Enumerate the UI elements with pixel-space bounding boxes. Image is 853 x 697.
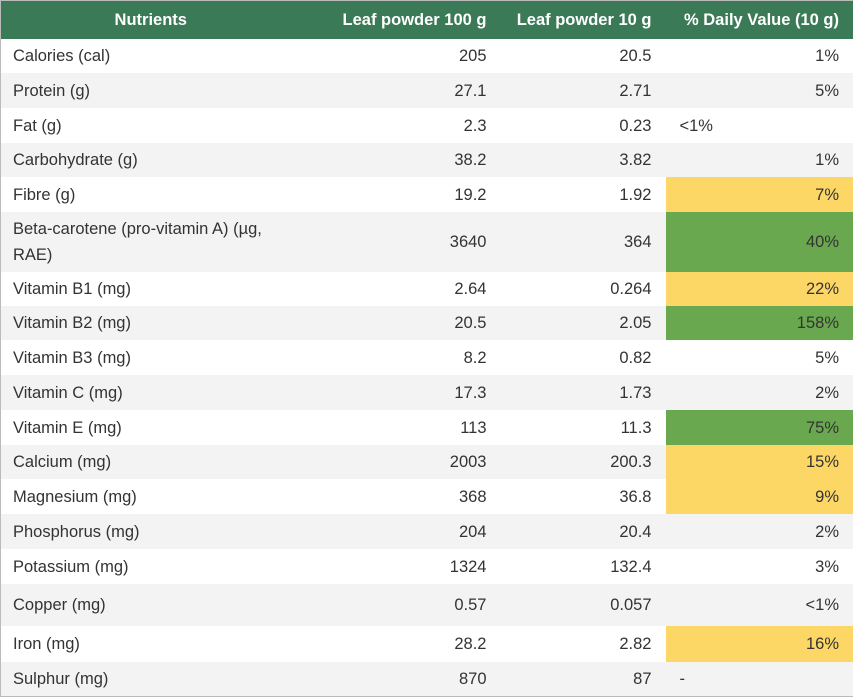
table-cell: 20.4 (501, 514, 666, 549)
table-cell: 204 (301, 514, 501, 549)
table-cell: 3640 (301, 212, 501, 272)
table-cell: 40% (666, 212, 853, 272)
nutrient-name: Protein (g) (1, 73, 301, 108)
table-cell: 1% (666, 143, 853, 177)
header-cell: % Daily Value (10 g) (666, 1, 853, 40)
table-cell: 0.23 (501, 108, 666, 143)
table-cell: 2003 (301, 445, 501, 479)
table-cell: 0.57 (301, 584, 501, 626)
nutrient-name: Beta-carotene (pro-vitamin A) (µg, RAE) (1, 212, 301, 272)
nutrient-name: Vitamin B2 (mg) (1, 306, 301, 340)
table-cell: 75% (666, 410, 853, 445)
nutrient-name: Calories (cal) (1, 39, 301, 73)
table-cell: 113 (301, 410, 501, 445)
header-cell: Leaf powder 10 g (501, 1, 666, 40)
nutrient-name: Magnesium (mg) (1, 479, 301, 514)
nutrient-name: Carbohydrate (g) (1, 143, 301, 177)
table-cell: 87 (501, 662, 666, 696)
table-cell: 158% (666, 306, 853, 340)
table-cell: <1% (666, 584, 853, 626)
table-cell: 9% (666, 479, 853, 514)
table-cell: <1% (666, 108, 853, 143)
table-cell: 132.4 (501, 549, 666, 584)
table-cell: 0.264 (501, 272, 666, 306)
table-cell: 27.1 (301, 73, 501, 108)
table-cell: 2.05 (501, 306, 666, 340)
table-cell: 2.64 (301, 272, 501, 306)
table-cell: 3% (666, 549, 853, 584)
table-cell: 16% (666, 626, 853, 662)
table-cell: 1.92 (501, 177, 666, 212)
nutrient-name: Fibre (g) (1, 177, 301, 212)
table-cell: 2% (666, 514, 853, 549)
nutrient-name: Iron (mg) (1, 626, 301, 662)
table-cell: 17.3 (301, 375, 501, 410)
table-cell: 2.3 (301, 108, 501, 143)
table-cell: 19.2 (301, 177, 501, 212)
table-cell: 36.8 (501, 479, 666, 514)
nutrient-name: Vitamin B1 (mg) (1, 272, 301, 306)
table-row: Beta-carotene (pro-vitamin A) (µg, RAE)3… (1, 212, 853, 272)
nutrient-name: Copper (mg) (1, 584, 301, 626)
header-cell: Nutrients (1, 1, 301, 40)
table-cell: 8.2 (301, 340, 501, 375)
table-cell: 1.73 (501, 375, 666, 410)
table-cell: 368 (301, 479, 501, 514)
table-cell: 5% (666, 340, 853, 375)
nutrient-name: Potassium (mg) (1, 549, 301, 584)
table-cell: 38.2 (301, 143, 501, 177)
nutrient-name: Fat (g) (1, 108, 301, 143)
nutrient-name: Calcium (mg) (1, 445, 301, 479)
table-cell: 870 (301, 662, 501, 696)
nutrient-name: Vitamin C (mg) (1, 375, 301, 410)
table-cell: 1% (666, 39, 853, 73)
table-cell: 200.3 (501, 445, 666, 479)
table-cell: 28.2 (301, 626, 501, 662)
table-cell: 2.82 (501, 626, 666, 662)
header-cell: Leaf powder 100 g (301, 1, 501, 40)
table-cell: 5% (666, 73, 853, 108)
table-cell: - (666, 662, 853, 696)
table-cell: 15% (666, 445, 853, 479)
table-cell: 7% (666, 177, 853, 212)
table-cell: 11.3 (501, 410, 666, 445)
table-cell: 20.5 (301, 306, 501, 340)
nutrient-name: Vitamin B3 (mg) (1, 340, 301, 375)
nutrient-name: Vitamin E (mg) (1, 410, 301, 445)
nutrient-name: Phosphorus (mg) (1, 514, 301, 549)
table-cell: 0.057 (501, 584, 666, 626)
table-cell: 3.82 (501, 143, 666, 177)
nutrient-name: Sulphur (mg) (1, 662, 301, 696)
table-cell: 22% (666, 272, 853, 306)
table-cell: 205 (301, 39, 501, 73)
table-cell: 364 (501, 212, 666, 272)
table-cell: 0.82 (501, 340, 666, 375)
table-cell: 2% (666, 375, 853, 410)
table-cell: 20.5 (501, 39, 666, 73)
table-cell: 1324 (301, 549, 501, 584)
table-cell: 2.71 (501, 73, 666, 108)
